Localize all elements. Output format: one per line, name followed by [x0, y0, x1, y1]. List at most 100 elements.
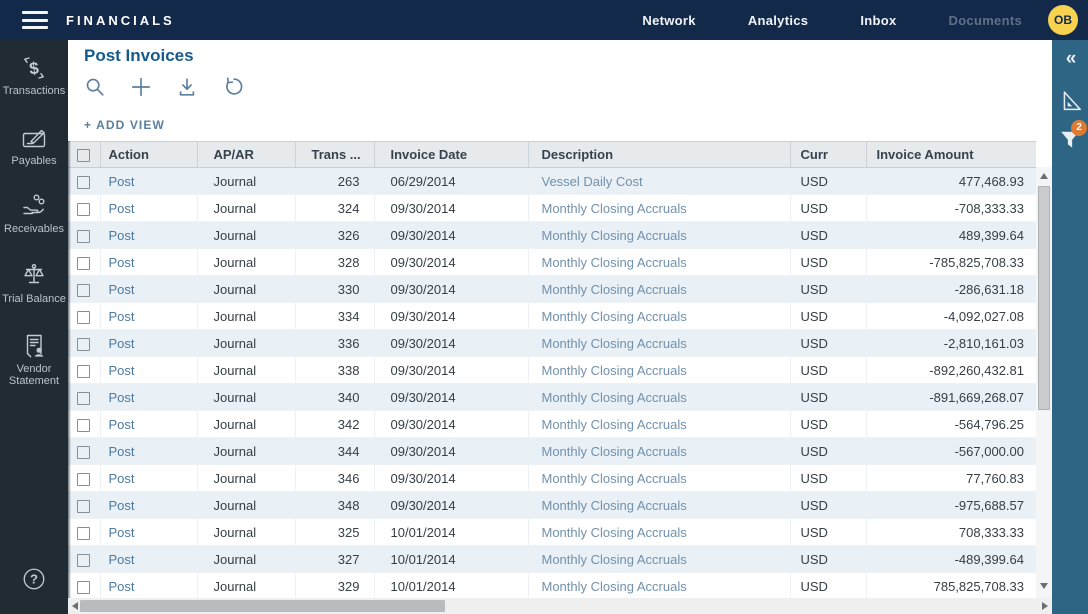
description-cell[interactable]: Monthly Closing Accruals	[528, 572, 791, 598]
add-icon[interactable]	[130, 76, 152, 98]
row-checkbox[interactable]	[77, 337, 91, 351]
row-checkbox[interactable]	[77, 310, 91, 324]
description-cell[interactable]: Monthly Closing Accruals	[528, 302, 791, 330]
col-header-description[interactable]: Description	[528, 141, 791, 168]
invoice-amount-cell: -891,669,268.07	[866, 383, 1036, 411]
description-cell[interactable]: Monthly Closing Accruals	[528, 491, 791, 519]
description-cell[interactable]: Monthly Closing Accruals	[528, 221, 791, 249]
description-cell[interactable]: Monthly Closing Accruals	[528, 410, 791, 438]
user-avatar[interactable]: OB	[1048, 5, 1078, 35]
row-checkbox[interactable]	[77, 526, 91, 540]
row-checkbox[interactable]	[77, 418, 91, 432]
top-navigation-bar: FINANCIALS Network Analytics Inbox Docum…	[0, 0, 1088, 40]
apar-cell: Journal	[197, 383, 296, 411]
select-all-checkbox[interactable]	[77, 149, 91, 163]
trans-cell: 326	[295, 221, 375, 249]
scroll-left-arrow[interactable]	[68, 598, 82, 614]
post-action-link[interactable]: Post	[108, 443, 135, 459]
row-checkbox[interactable]	[77, 553, 91, 567]
horizontal-scrollbar[interactable]	[68, 598, 1052, 614]
collapse-panel-button[interactable]: «	[1065, 48, 1077, 69]
row-checkbox[interactable]	[77, 283, 91, 297]
description-cell[interactable]: Monthly Closing Accruals	[528, 437, 791, 465]
nav-analytics[interactable]: Analytics	[747, 12, 809, 28]
description-cell[interactable]: Monthly Closing Accruals	[528, 194, 791, 222]
description-cell[interactable]: Vessel Daily Cost	[528, 167, 791, 195]
sidebar-item-transactions[interactable]: $ Transactions	[0, 54, 68, 97]
row-checkbox[interactable]	[77, 445, 91, 459]
post-action-link[interactable]: Post	[108, 308, 135, 324]
post-action-link[interactable]: Post	[108, 173, 135, 189]
description-cell[interactable]: Monthly Closing Accruals	[528, 248, 791, 276]
scroll-right-arrow[interactable]	[1038, 598, 1052, 614]
sidebar-item-vendor-statement[interactable]: Vendor Statement	[0, 332, 68, 387]
filter-button[interactable]: 2	[1052, 120, 1088, 161]
row-checkbox[interactable]	[77, 229, 91, 243]
post-action-link[interactable]: Post	[108, 227, 135, 243]
row-checkbox[interactable]	[77, 256, 91, 270]
vertical-scrollbar[interactable]	[1036, 167, 1052, 598]
row-checkbox[interactable]	[77, 391, 91, 405]
post-action-link[interactable]: Post	[108, 281, 135, 297]
scroll-down-arrow[interactable]	[1036, 578, 1052, 594]
menu-icon[interactable]	[22, 11, 48, 29]
set-square-button[interactable]	[1052, 88, 1088, 119]
sidebar-item-payables[interactable]: Payables	[0, 124, 68, 167]
row-checkbox[interactable]	[77, 580, 91, 594]
sidebar-item-receivables[interactable]: Receivables	[0, 192, 68, 235]
col-header-apar[interactable]: AP/AR	[197, 141, 296, 168]
post-action-link[interactable]: Post	[108, 470, 135, 486]
row-checkbox[interactable]	[77, 364, 91, 378]
row-checkbox[interactable]	[77, 499, 91, 513]
post-action-link[interactable]: Post	[108, 497, 135, 513]
apar-cell: Journal	[197, 518, 296, 546]
table-row: Post Journal 338 09/30/2014 Monthly Clos…	[68, 356, 1036, 384]
search-icon[interactable]	[84, 76, 106, 98]
col-header-invoice-date[interactable]: Invoice Date	[374, 141, 529, 168]
apar-cell: Journal	[197, 275, 296, 303]
undo-icon[interactable]	[222, 76, 244, 98]
curr-cell: USD	[790, 221, 867, 249]
download-icon[interactable]	[176, 76, 198, 98]
col-header-trans[interactable]: Trans ...	[295, 141, 375, 168]
post-action-link[interactable]: Post	[108, 578, 135, 594]
row-checkbox[interactable]	[77, 202, 91, 216]
trans-cell: 346	[295, 464, 375, 492]
row-checkbox[interactable]	[77, 472, 91, 486]
description-cell[interactable]: Monthly Closing Accruals	[528, 464, 791, 492]
description-cell[interactable]: Monthly Closing Accruals	[528, 545, 791, 573]
help-button[interactable]: ?	[0, 566, 68, 597]
post-action-link[interactable]: Post	[108, 362, 135, 378]
sidebar-item-trial-balance[interactable]: Trial Balance	[0, 262, 68, 305]
table-row: Post Journal 325 10/01/2014 Monthly Clos…	[68, 518, 1036, 546]
col-header-invoice-amount[interactable]: Invoice Amount	[866, 141, 1036, 168]
nav-inbox[interactable]: Inbox	[860, 12, 897, 28]
col-header-curr[interactable]: Curr	[790, 141, 867, 168]
horizontal-scroll-thumb[interactable]	[80, 600, 445, 612]
post-action-link[interactable]: Post	[108, 551, 135, 567]
post-action-link[interactable]: Post	[108, 254, 135, 270]
post-action-link[interactable]: Post	[108, 200, 135, 216]
description-cell[interactable]: Monthly Closing Accruals	[528, 356, 791, 384]
description-cell[interactable]: Monthly Closing Accruals	[528, 518, 791, 546]
invoice-amount-cell: -708,333.33	[866, 194, 1036, 222]
curr-cell: USD	[790, 329, 867, 357]
description-cell[interactable]: Monthly Closing Accruals	[528, 383, 791, 411]
invoice-date-cell: 06/29/2014	[374, 167, 529, 195]
trans-cell: 334	[295, 302, 375, 330]
post-action-link[interactable]: Post	[108, 335, 135, 351]
post-action-link[interactable]: Post	[108, 389, 135, 405]
col-header-action[interactable]: Action	[100, 141, 198, 168]
description-cell[interactable]: Monthly Closing Accruals	[528, 275, 791, 303]
add-view-button[interactable]: + ADD VIEW	[84, 118, 165, 132]
apar-cell: Journal	[197, 329, 296, 357]
curr-cell: USD	[790, 248, 867, 276]
post-action-link[interactable]: Post	[108, 524, 135, 540]
description-cell[interactable]: Monthly Closing Accruals	[528, 329, 791, 357]
row-checkbox[interactable]	[77, 175, 91, 189]
vertical-scroll-thumb[interactable]	[1038, 186, 1050, 410]
post-action-link[interactable]: Post	[108, 416, 135, 432]
scroll-up-arrow[interactable]	[1036, 168, 1052, 184]
nav-network[interactable]: Network	[642, 12, 696, 28]
nav-documents[interactable]: Documents	[948, 12, 1022, 28]
